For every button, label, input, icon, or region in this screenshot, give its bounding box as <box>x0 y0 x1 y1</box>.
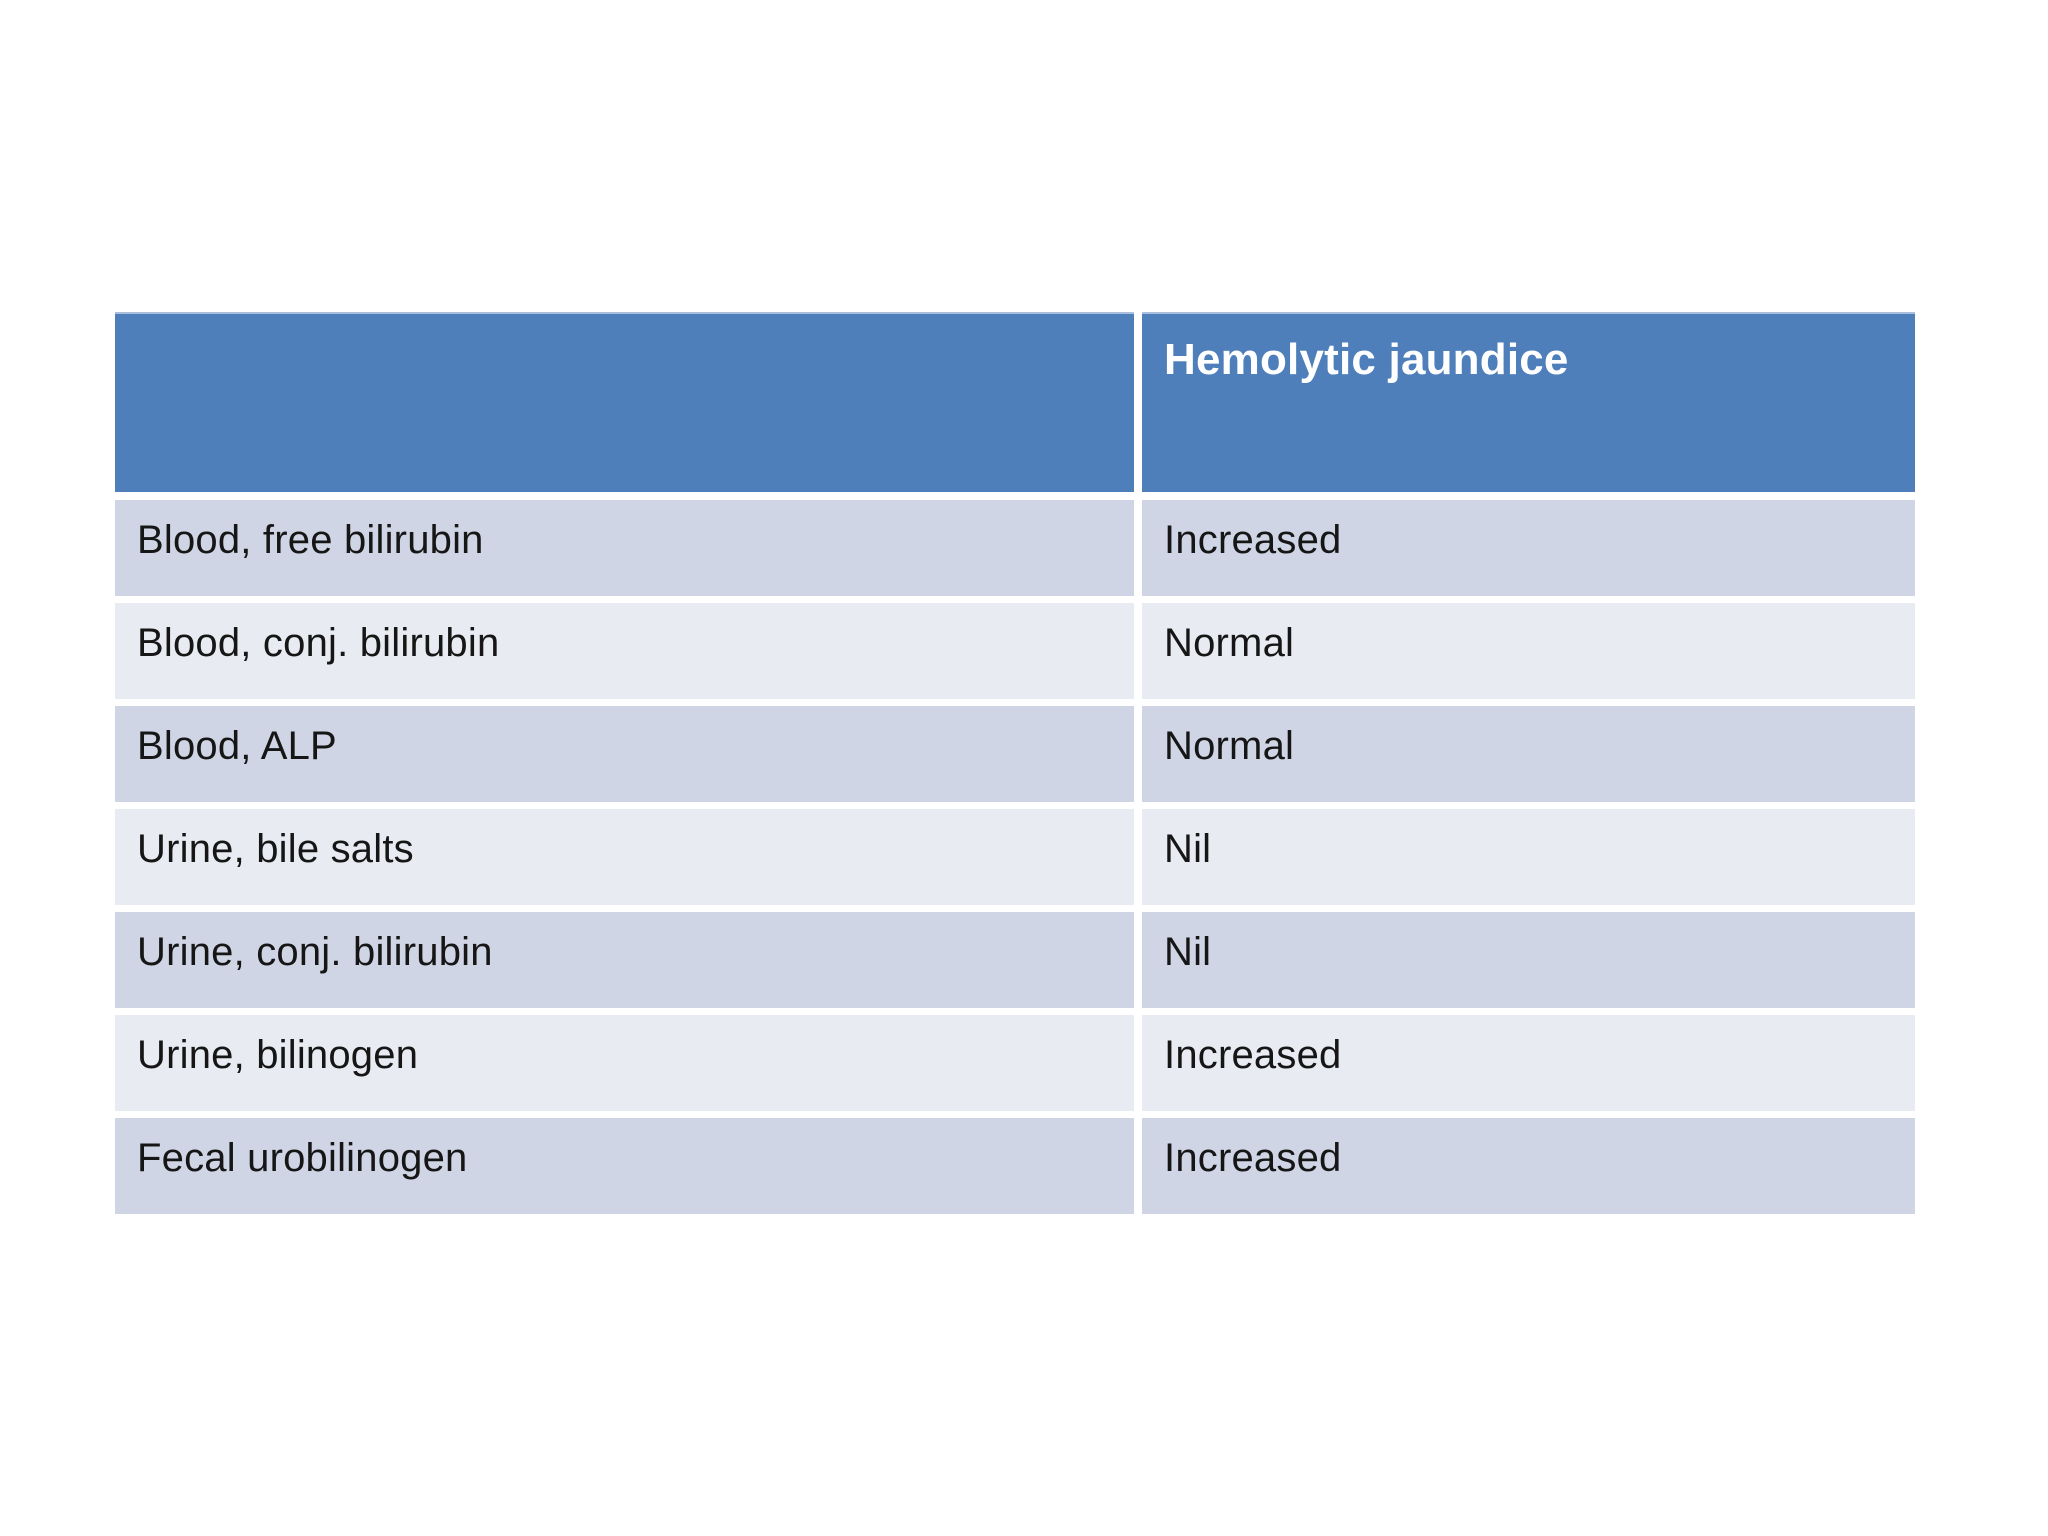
table-row: Blood, conj. bilirubin Normal <box>115 603 1915 699</box>
row-label-cell: Blood, ALP <box>115 706 1134 802</box>
row-value-cell: Nil <box>1142 912 1915 1008</box>
row-label-cell: Urine, conj. bilirubin <box>115 912 1134 1008</box>
row-value-cell: Normal <box>1142 603 1915 699</box>
row-label-cell: Blood, free bilirubin <box>115 500 1134 596</box>
row-label-cell: Blood, conj. bilirubin <box>115 603 1134 699</box>
table-row: Urine, bilinogen Increased <box>115 1015 1915 1111</box>
row-label-cell: Urine, bilinogen <box>115 1015 1134 1111</box>
row-value-cell: Increased <box>1142 1015 1915 1111</box>
row-value-cell: Normal <box>1142 706 1915 802</box>
row-label-cell: Fecal urobilinogen <box>115 1118 1134 1214</box>
header-cell-hemolytic-jaundice: Hemolytic jaundice <box>1142 312 1915 492</box>
row-value-cell: Increased <box>1142 1118 1915 1214</box>
table-row: Urine, bile salts Nil <box>115 809 1915 905</box>
table-row: Blood, free bilirubin Increased <box>115 500 1915 596</box>
jaundice-lab-table: Hemolytic jaundice Blood, free bilirubin… <box>115 312 1915 1221</box>
table-row: Fecal urobilinogen Increased <box>115 1118 1915 1214</box>
table-header-row: Hemolytic jaundice <box>115 312 1915 492</box>
header-cell-empty <box>115 312 1134 492</box>
row-value-cell: Increased <box>1142 500 1915 596</box>
row-value-cell: Nil <box>1142 809 1915 905</box>
table-row: Urine, conj. bilirubin Nil <box>115 912 1915 1008</box>
table-row: Blood, ALP Normal <box>115 706 1915 802</box>
row-label-cell: Urine, bile salts <box>115 809 1134 905</box>
